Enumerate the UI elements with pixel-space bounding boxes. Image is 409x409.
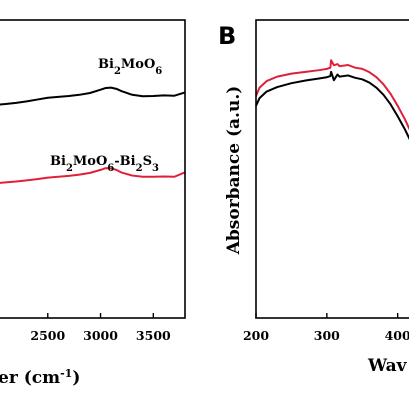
- panel-a-series-line-0: [0, 86, 186, 106]
- series-label-bi2moo6-bi2s3: Bi2MoO6-Bi2S3: [50, 154, 159, 174]
- panel-b-x-tick-label-0: 200: [243, 328, 269, 343]
- panel-b-ticks: 200 300 400: [243, 313, 409, 343]
- panel-a-frame: [0, 19, 186, 319]
- panel-b-series: [255, 59, 409, 141]
- panel-b-x-tick-label-2: 400: [385, 328, 409, 343]
- panel-a-series-line-1: [0, 167, 186, 184]
- panel-b-y-axis-title: Absorbance (a.u.): [224, 86, 244, 256]
- panel-a-x-tick-label-0: 2500: [30, 328, 65, 343]
- panel-b-series-line-1: [255, 70, 409, 141]
- panel-a-series: [0, 86, 186, 184]
- panel-b-frame: [255, 19, 409, 319]
- panel-b-x-tick-label-1: 300: [314, 328, 340, 343]
- panel-b-letter: B: [218, 22, 236, 50]
- panel-b: B 200 300 400 Absorbance (a.u.) Wav: [218, 19, 409, 376]
- panel-a-x-tick-label-1: 3000: [83, 328, 118, 343]
- panel-b-series-line-0: [255, 59, 409, 131]
- panel-b-x-axis-title: Wav: [367, 356, 408, 376]
- series-label-bi2moo6: Bi2MoO6: [98, 57, 162, 77]
- panel-a-x-axis-title: er (cm-1): [0, 367, 80, 389]
- panel-a-x-tick-label-2: 3500: [136, 328, 171, 343]
- panel-a-ticks: 2500 3000 3500: [30, 313, 171, 343]
- panel-a: 2500 3000 3500 Bi2MoO6 Bi2MoO6-Bi2S3 er (c…: [0, 19, 186, 389]
